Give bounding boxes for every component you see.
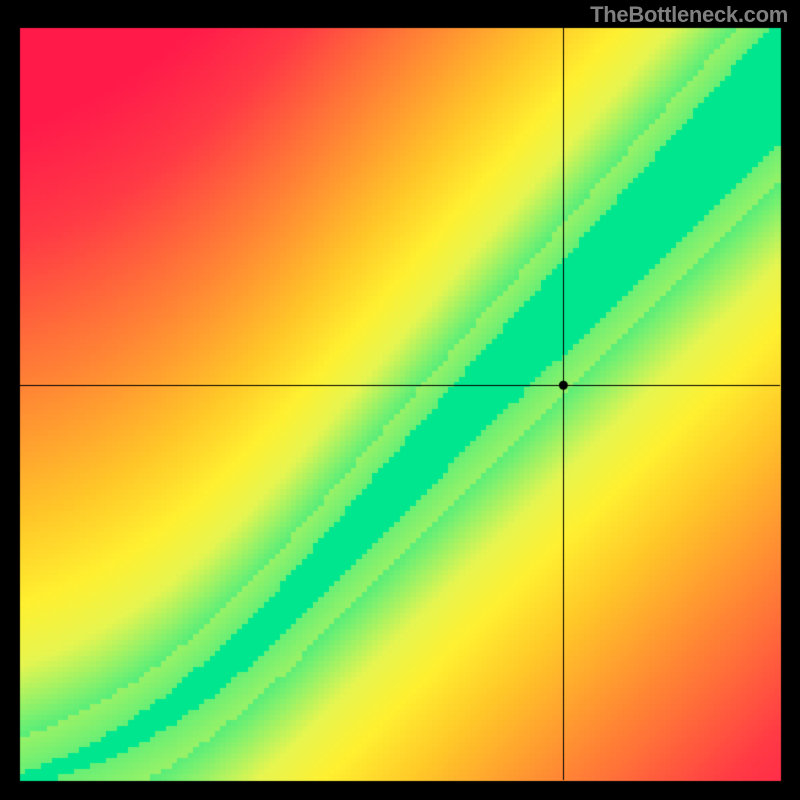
bottleneck-heatmap-canvas — [0, 0, 800, 800]
chart-container: TheBottleneck.com — [0, 0, 800, 800]
watermark-text: TheBottleneck.com — [590, 2, 788, 28]
